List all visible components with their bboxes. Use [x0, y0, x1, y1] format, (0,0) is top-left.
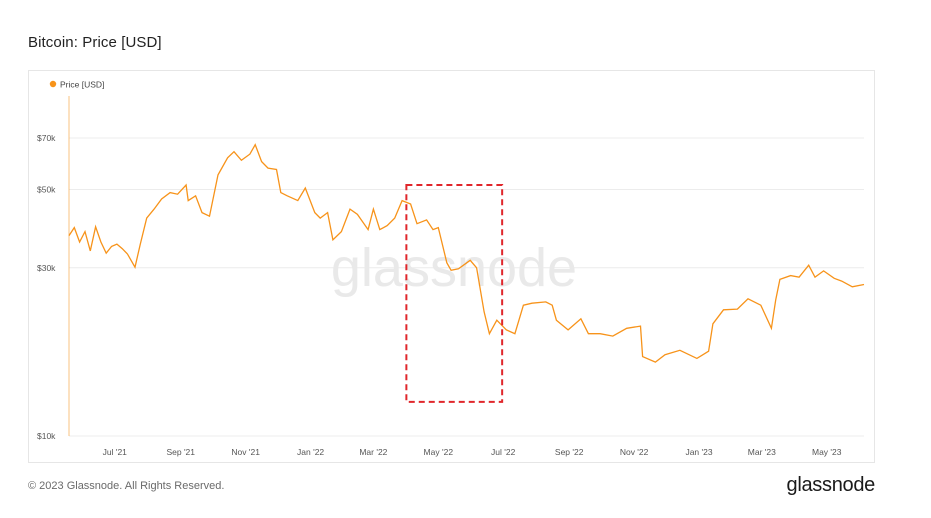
copyright-text: © 2023 Glassnode. All Rights Reserved.	[28, 480, 225, 492]
y-tick-label: $50k	[37, 185, 56, 195]
legend[interactable]: Price [USD]	[49, 80, 105, 90]
y-tick-label: $30k	[37, 263, 56, 273]
y-tick-label: $70k	[37, 133, 56, 143]
highlight-box	[405, 184, 504, 403]
y-axis-ticks: $10k $30k $50k $70k	[37, 133, 56, 441]
y-tick-label: $10k	[37, 431, 56, 441]
grid-lines	[69, 137, 864, 437]
x-tick-label: Nov '21	[231, 447, 260, 457]
glassnode-logo[interactable]: glassnode	[786, 474, 876, 496]
x-tick-label: Sep '21	[166, 447, 195, 457]
legend-label: Price [USD]	[60, 80, 104, 90]
x-tick-label: Nov '22	[620, 447, 649, 457]
x-tick-label: May '22	[424, 447, 454, 457]
x-tick-label: Jul '22	[491, 447, 516, 457]
price-chart: glassnode $10k $30k $50k $70k Jul '21 Sep '2…	[37, 80, 865, 457]
x-tick-label: Jan '22	[297, 447, 324, 457]
x-tick-label: Mar '23	[748, 447, 776, 457]
legend-marker	[49, 80, 57, 88]
x-tick-label: Sep '22	[555, 447, 584, 457]
page-title: Bitcoin: Price [USD]	[28, 34, 162, 51]
x-tick-label: Mar '22	[359, 447, 387, 457]
price-series-line	[68, 143, 865, 363]
x-tick-label: Jul '21	[103, 447, 128, 457]
watermark-text: glassnode	[331, 238, 577, 298]
x-axis-ticks: Jul '21 Sep '21 Nov '21 Jan '22 Mar '22 May '…	[103, 447, 842, 457]
x-tick-label: Jan '23	[685, 447, 712, 457]
chart-card: glassnode $10k $30k $50k $70k Jul '21 Sep '2…	[28, 70, 875, 463]
x-tick-label: May '23	[812, 447, 842, 457]
